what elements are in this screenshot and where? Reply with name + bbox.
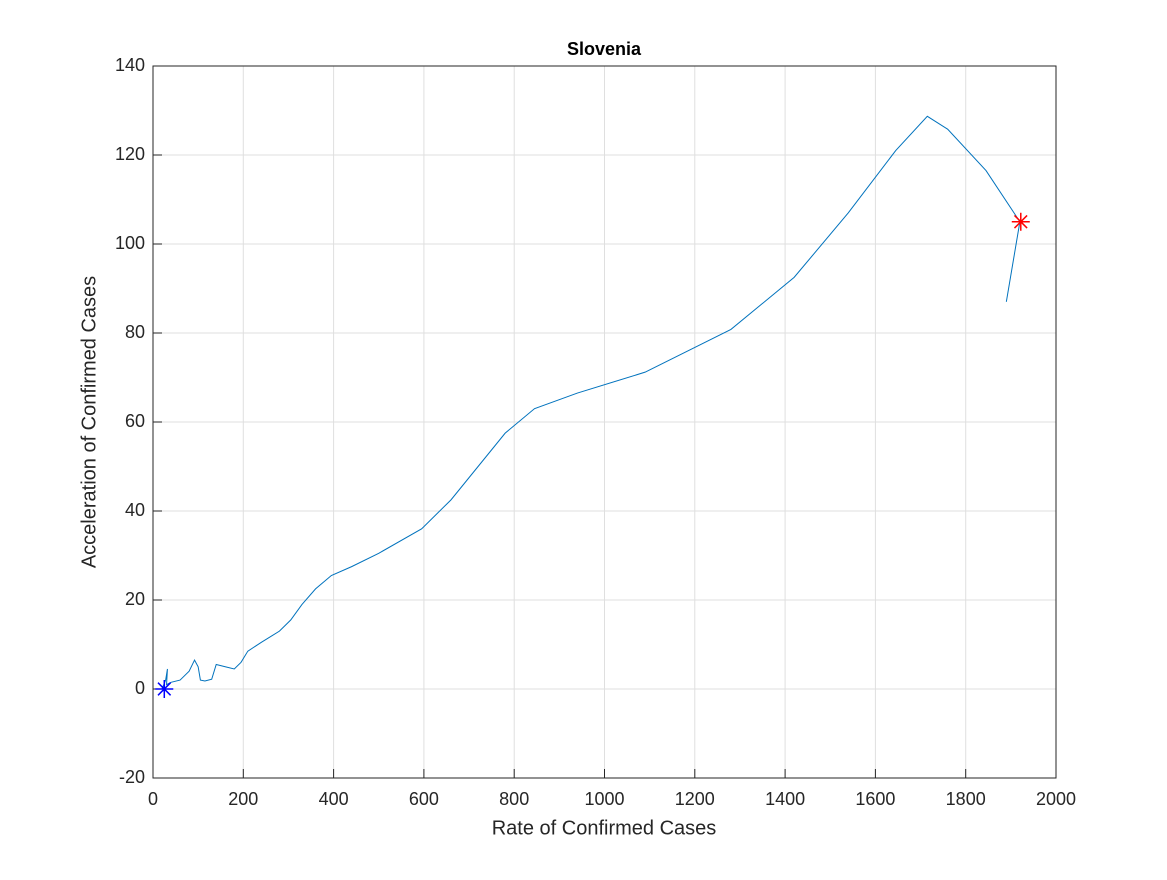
x-tick-label: 1000 bbox=[584, 789, 624, 809]
data-line bbox=[161, 115, 1021, 690]
y-tick-label: 100 bbox=[115, 233, 145, 253]
y-tick-label: 60 bbox=[125, 411, 145, 431]
axes-box bbox=[152, 65, 1057, 779]
star-marker bbox=[155, 680, 174, 698]
y-tick-label: 140 bbox=[115, 55, 145, 75]
y-tick-label: 40 bbox=[125, 500, 145, 520]
chart-title: Slovenia bbox=[567, 39, 642, 59]
x-tick-label: 600 bbox=[409, 789, 439, 809]
x-tick-label: 1800 bbox=[946, 789, 986, 809]
y-tick-label: 0 bbox=[135, 678, 145, 698]
star-marker bbox=[1011, 212, 1030, 231]
y-tick-label: 120 bbox=[115, 144, 145, 164]
x-tick-label: 400 bbox=[319, 789, 349, 809]
x-tick-label: 1200 bbox=[675, 789, 715, 809]
x-tick-label: 0 bbox=[148, 789, 158, 809]
x-tick-label: 800 bbox=[499, 789, 529, 809]
y-tick-label: -20 bbox=[119, 767, 145, 787]
x-tick-label: 1600 bbox=[855, 789, 895, 809]
y-tick-label: 20 bbox=[125, 589, 145, 609]
x-tick-label: 1400 bbox=[765, 789, 805, 809]
x-tick-label: 2000 bbox=[1036, 789, 1076, 809]
y-tick-label: 80 bbox=[125, 322, 145, 342]
y-axis-label: Acceleration of Confirmed Cases bbox=[78, 276, 100, 568]
x-axis-label: Rate of Confirmed Cases bbox=[492, 817, 717, 839]
x-tick-label: 200 bbox=[228, 789, 258, 809]
